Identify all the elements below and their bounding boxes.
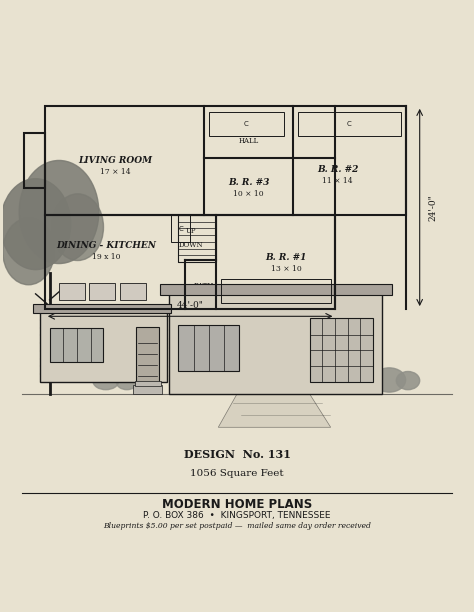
Ellipse shape (117, 375, 137, 390)
Text: DINING - KITCHEN: DINING - KITCHEN (56, 241, 156, 250)
Text: DOWN: DOWN (179, 241, 203, 249)
Bar (160, 284, 392, 295)
Polygon shape (218, 394, 331, 427)
Bar (137, 327, 159, 382)
Bar (169, 294, 382, 394)
Text: 44'-0": 44'-0" (177, 301, 204, 310)
Text: 19 x 10: 19 x 10 (91, 253, 120, 261)
Ellipse shape (93, 373, 118, 390)
Bar (45, 106, 406, 215)
Circle shape (19, 160, 99, 264)
Bar (135, 381, 161, 386)
Text: 11 × 14: 11 × 14 (322, 177, 353, 185)
Bar (310, 318, 373, 382)
Text: Blueprints $5.00 per set postpaid —  mailed same day order received: Blueprints $5.00 per set postpaid — mail… (103, 521, 371, 529)
Text: UP: UP (186, 227, 196, 235)
Bar (178, 326, 239, 371)
Text: C: C (347, 121, 352, 127)
Text: MODERN HOME PLANS: MODERN HOME PLANS (162, 498, 312, 512)
Bar (90, 283, 115, 300)
Text: P. O. BOX 386  •  KINGSPORT, TENNESSEE: P. O. BOX 386 • KINGSPORT, TENNESSEE (143, 511, 331, 520)
Bar (45, 215, 336, 309)
Bar (24, 133, 45, 188)
Bar (172, 215, 190, 242)
Text: B. R. #2: B. R. #2 (317, 165, 358, 174)
Ellipse shape (396, 371, 419, 390)
Text: B. R. #3: B. R. #3 (228, 177, 269, 187)
Text: B. R. #1: B. R. #1 (265, 253, 307, 262)
Bar (50, 329, 103, 362)
Text: RANGE: RANGE (124, 289, 141, 294)
Circle shape (0, 179, 71, 270)
Circle shape (3, 218, 55, 285)
Ellipse shape (373, 368, 406, 392)
Bar (33, 304, 172, 313)
Text: BATH: BATH (194, 282, 214, 289)
Bar (220, 278, 331, 303)
Text: CAB: CAB (97, 289, 108, 294)
Text: DESIGN  No. 131: DESIGN No. 131 (183, 449, 291, 460)
Circle shape (52, 194, 103, 261)
Text: 17 × 14: 17 × 14 (100, 168, 130, 176)
Text: LIVING ROOM: LIVING ROOM (78, 156, 152, 165)
Text: C: C (244, 121, 249, 127)
Text: 10 × 10: 10 × 10 (233, 190, 264, 198)
Text: 24'-0": 24'-0" (428, 194, 437, 221)
Text: 1056 Square Feet: 1056 Square Feet (190, 469, 284, 479)
Text: HALL: HALL (238, 137, 259, 145)
Bar (40, 312, 167, 382)
Text: C: C (273, 288, 278, 294)
Bar (59, 283, 85, 300)
Bar (133, 385, 162, 394)
Text: REF: REF (67, 289, 76, 294)
Text: 13 × 10: 13 × 10 (271, 265, 301, 273)
Text: C: C (178, 226, 183, 232)
Bar (178, 215, 216, 262)
Bar (209, 112, 284, 136)
Bar (120, 283, 146, 300)
Bar (298, 112, 401, 136)
